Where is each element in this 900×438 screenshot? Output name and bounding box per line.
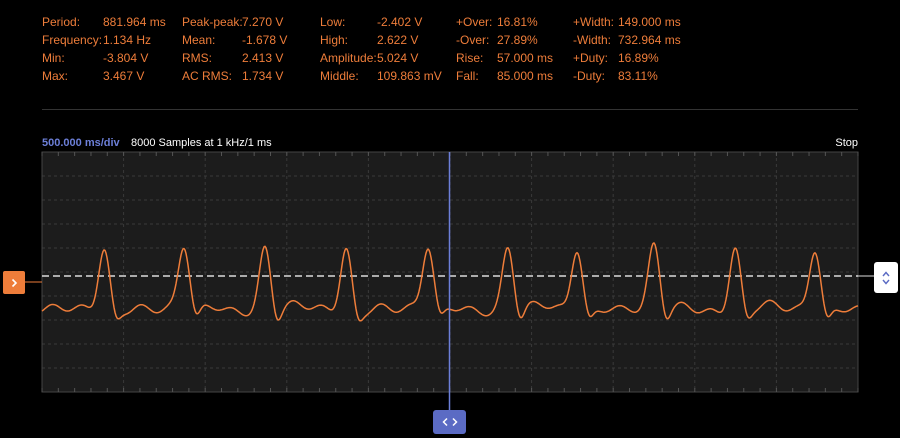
measurement-label: Mean: — [182, 33, 216, 47]
measurement-label: Fall: — [456, 69, 479, 83]
time-cursor-handle[interactable] — [433, 410, 466, 434]
panel-divider — [42, 109, 858, 110]
measurement-value: 1.734 V — [242, 69, 284, 83]
measurement-label: Middle: — [320, 69, 359, 83]
measurement-value: 2.622 V — [377, 33, 419, 47]
run-status-label[interactable]: Stop — [835, 137, 858, 149]
measurement-value: 1.134 Hz — [103, 33, 152, 47]
measurement-value: 3.467 V — [103, 69, 145, 83]
trigger-right-button[interactable] — [874, 262, 898, 293]
measurement-label: +Over: — [456, 15, 493, 29]
measurement-label: AC RMS: — [182, 69, 233, 83]
measurement-label: +Width: — [573, 15, 615, 29]
measurement-value: 83.11% — [618, 69, 658, 83]
measurement-label: Rise: — [456, 51, 484, 65]
measurement-value: -1.678 V — [242, 33, 288, 47]
timebase-label[interactable]: 500.000 ms/div — [42, 137, 120, 149]
measurement-value: 5.024 V — [377, 51, 419, 65]
measurement-value: -2.402 V — [377, 15, 423, 29]
measurement-value: 57.000 ms — [497, 51, 554, 65]
measurement-value: 16.89% — [618, 51, 659, 65]
measurement-label: RMS: — [182, 51, 212, 65]
measurement-value: 7.270 V — [242, 15, 284, 29]
chevron-down-icon — [882, 279, 890, 285]
measurement-value: -3.804 V — [103, 51, 149, 65]
chevron-right-icon — [11, 278, 18, 287]
measurement-label: High: — [320, 33, 349, 47]
measurements-panel: Period: 881.964 ms Frequency: 1.134 Hz M… — [0, 12, 900, 92]
measurement-label: -Over: — [456, 33, 490, 47]
trigger-left-button[interactable] — [3, 271, 25, 294]
measurement-value: 149.000 ms — [618, 15, 681, 29]
measurement-label: +Duty: — [573, 51, 609, 65]
measurement-label: Frequency: — [42, 33, 103, 47]
measurement-label: Period: — [42, 15, 81, 29]
measurement-value: 85.000 ms — [497, 69, 554, 83]
measurement-value: 16.81% — [497, 15, 538, 29]
measurement-value: 881.964 ms — [103, 15, 166, 29]
measurement-label: Low: — [320, 15, 346, 29]
measurement-value: 732.964 ms — [618, 33, 681, 47]
measurement-label: Min: — [42, 51, 65, 65]
measurement-value: 27.89% — [497, 33, 538, 47]
measurement-label: -Duty: — [573, 69, 606, 83]
measurement-value: 109.863 mV — [377, 69, 442, 83]
chevron-up-icon — [882, 270, 890, 276]
measurement-label: Peak-peak: — [182, 15, 243, 29]
measurement-label: Amplitude: — [320, 51, 377, 65]
measurement-label: -Width: — [573, 33, 612, 47]
chevron-left-right-icon — [441, 417, 458, 427]
measurement-value: 2.413 V — [242, 51, 284, 65]
measurement-label: Max: — [42, 69, 69, 83]
samples-label: 8000 Samples at 1 kHz/1 ms — [131, 137, 272, 149]
